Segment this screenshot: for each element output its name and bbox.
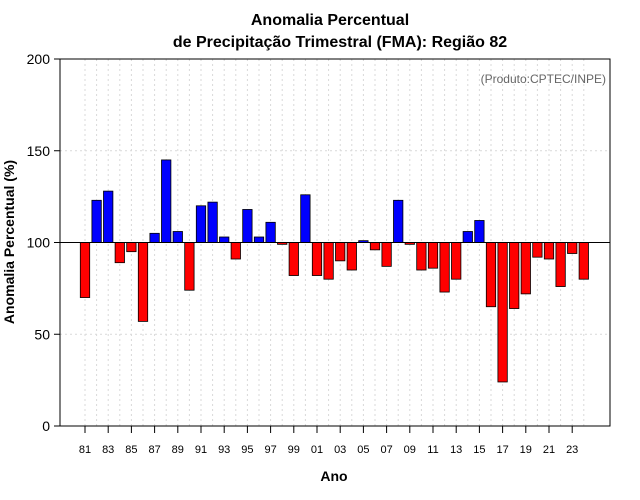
- bar-1982: [91, 199, 102, 243]
- x-tick-label: 99: [288, 444, 300, 456]
- x-tick-label: 05: [357, 444, 369, 456]
- y-tick-label: 100: [27, 235, 51, 251]
- x-axis-label: Ano: [320, 468, 347, 484]
- bar-2022: [555, 242, 566, 287]
- bar-1983: [103, 190, 114, 243]
- bar-1988: [161, 159, 172, 243]
- bar-1989: [172, 231, 183, 243]
- x-tick-label: 95: [241, 444, 253, 456]
- bar-2012: [439, 242, 450, 293]
- bar-1995: [242, 209, 253, 243]
- bar-1999: [288, 242, 299, 276]
- x-tick-label: 85: [125, 444, 137, 456]
- bar-1985: [126, 242, 137, 253]
- bar-1986: [137, 242, 149, 322]
- x-tick-label: 23: [566, 444, 578, 456]
- bar-2023: [567, 242, 578, 254]
- x-tick-label: 21: [543, 444, 555, 456]
- x-tick-label: 97: [264, 444, 276, 456]
- bar-1997: [265, 221, 276, 243]
- chart-title-line2: de Precipitação Trimestral (FMA): Região…: [173, 34, 507, 51]
- x-tick-label: 03: [334, 444, 346, 456]
- bars: [79, 159, 589, 383]
- bar-1991: [195, 205, 207, 243]
- bar-1981: [79, 242, 91, 298]
- x-tick-label: 13: [450, 444, 462, 456]
- bar-1984: [114, 242, 125, 264]
- grid-lines: [60, 58, 610, 427]
- bar-2019: [520, 242, 531, 295]
- chart-title-line1: Anomalia Percentual: [251, 12, 409, 29]
- x-tick-label: 15: [473, 444, 485, 456]
- x-tick-label: 91: [195, 444, 207, 456]
- bar-1996: [253, 236, 265, 243]
- x-tick-label: 17: [496, 444, 508, 456]
- bar-2021: [543, 242, 555, 260]
- bar-1992: [207, 201, 218, 243]
- bar-2014: [462, 231, 473, 243]
- source-label: (Produto:CPTEC/INPE): [481, 72, 606, 86]
- bar-2018: [509, 242, 520, 309]
- bar-1994: [230, 242, 241, 260]
- x-tick-label: 87: [148, 444, 160, 456]
- bar-2015: [474, 220, 485, 243]
- x-tick-label: 19: [520, 444, 532, 456]
- bar-2001: [311, 242, 323, 276]
- y-axis-label: Anomalia Percentual (%): [1, 160, 17, 324]
- y-tick-label: 50: [34, 326, 50, 342]
- bar-2013: [451, 242, 462, 280]
- bar-2024: [578, 242, 589, 280]
- x-tick-label: 89: [172, 444, 184, 456]
- bar-2003: [335, 242, 346, 262]
- x-tick-label: 09: [404, 444, 416, 456]
- bar-1990: [184, 242, 195, 291]
- x-tick-label: 83: [102, 444, 114, 456]
- y-tick-label: 0: [42, 418, 50, 434]
- x-axis: 81 83 85 87 89 91 93 95 97 99 01 03 05 07 09 11 13 15 17 19…: [79, 426, 578, 456]
- bar-2010: [416, 242, 427, 271]
- x-tick-label: 07: [380, 444, 392, 456]
- bar-2000: [300, 194, 311, 243]
- bar-1993: [219, 236, 230, 243]
- x-tick-label: 81: [79, 444, 91, 456]
- bar-2007: [381, 242, 392, 267]
- y-tick-label: 150: [27, 143, 51, 159]
- y-tick-label: 200: [27, 51, 51, 67]
- bar-2011: [427, 242, 439, 269]
- x-tick-label: 93: [218, 444, 230, 456]
- bar-2017: [497, 242, 508, 383]
- y-axis: 0 50 100 150 200: [27, 51, 60, 434]
- bar-2006: [369, 242, 381, 251]
- x-tick-label: 01: [311, 444, 323, 456]
- x-tick-label: 11: [427, 444, 438, 456]
- bar-2016: [485, 242, 497, 308]
- bar-2002: [323, 242, 334, 280]
- bar-2004: [346, 242, 357, 271]
- bar-1987: [149, 232, 160, 243]
- bar-2020: [532, 242, 543, 258]
- bar-2008: [393, 199, 404, 243]
